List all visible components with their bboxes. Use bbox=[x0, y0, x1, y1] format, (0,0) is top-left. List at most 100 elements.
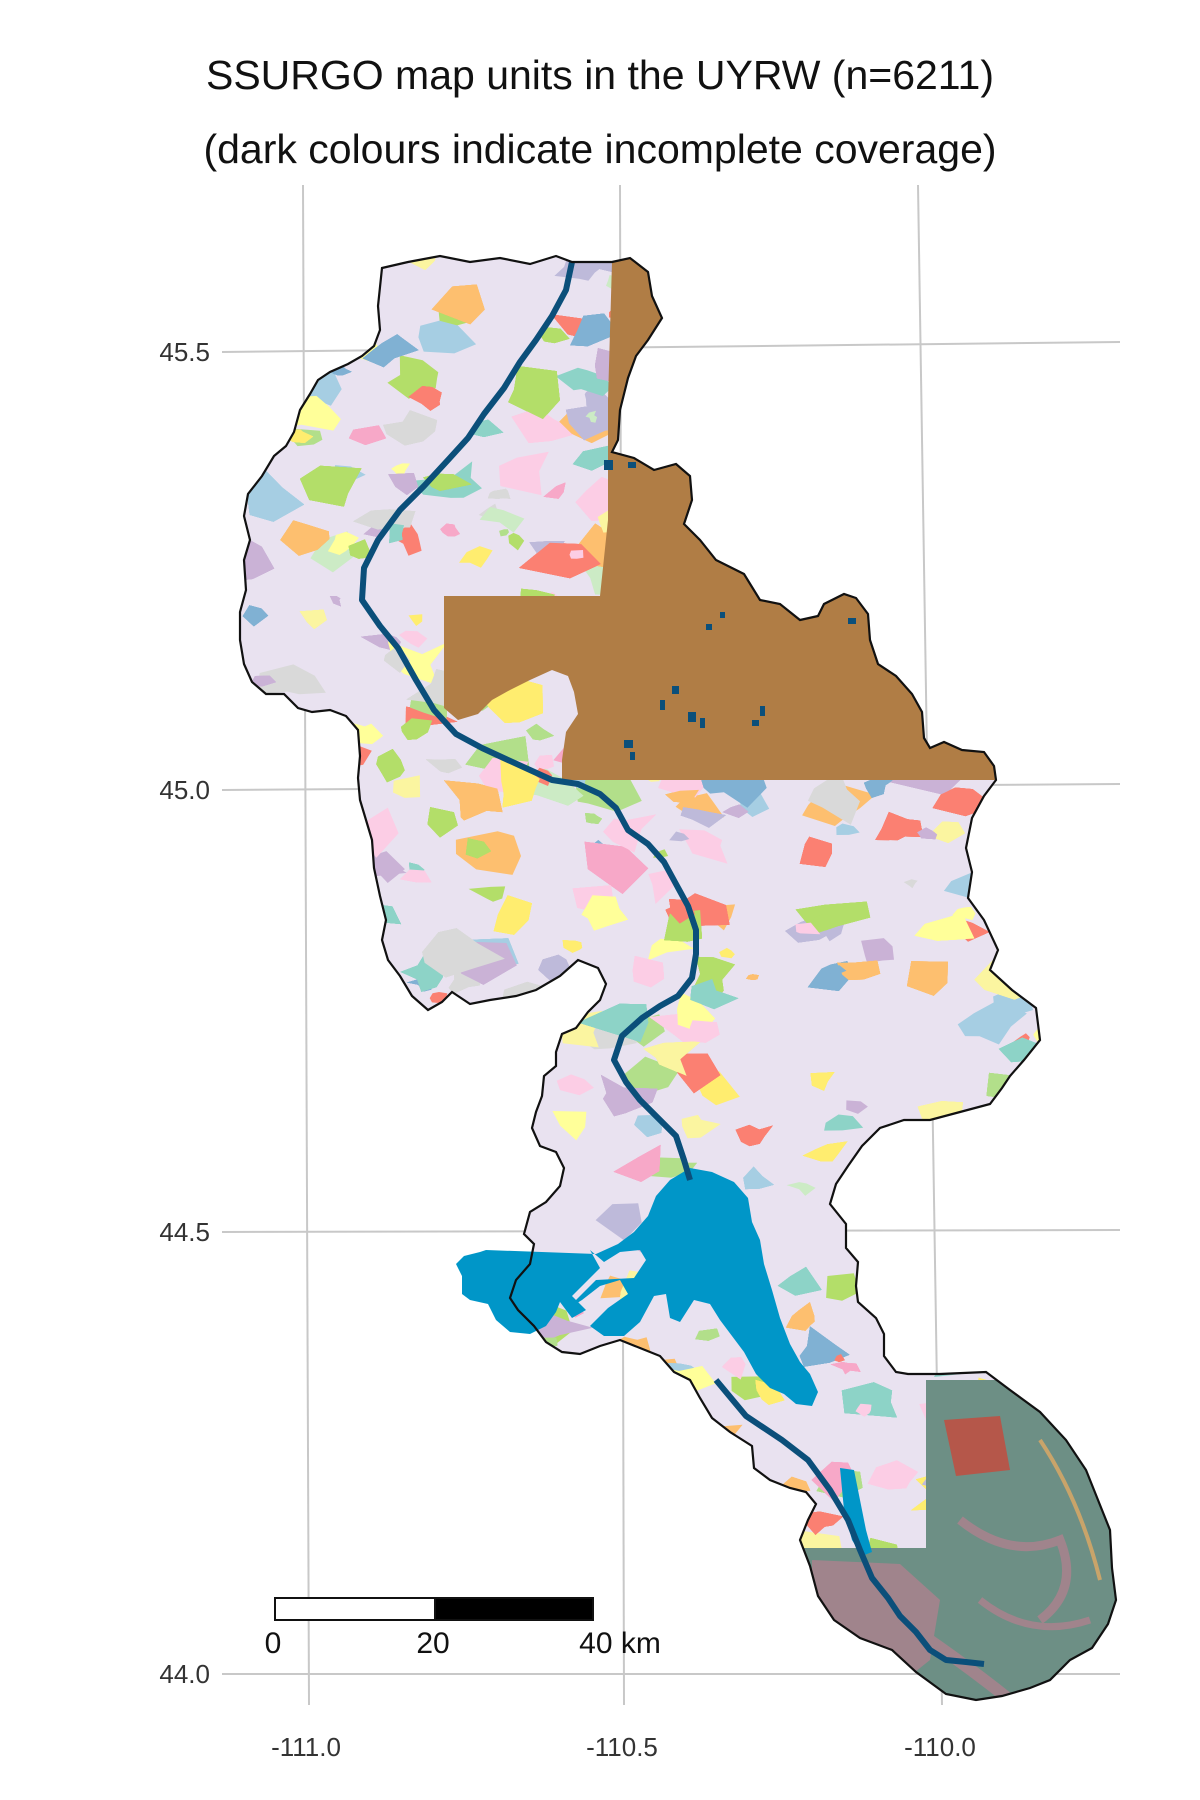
soil-map-unit bbox=[290, 1437, 341, 1472]
soil-map-unit bbox=[677, 1652, 705, 1682]
soil-map-unit bbox=[1041, 256, 1063, 267]
soil-map-unit bbox=[687, 1431, 734, 1466]
soil-map-unit bbox=[552, 1111, 587, 1141]
soil-map-unit bbox=[1070, 265, 1094, 280]
soil-map-unit bbox=[282, 1277, 348, 1327]
soil-map-unit bbox=[240, 374, 282, 399]
soil-map-unit bbox=[499, 1496, 549, 1539]
soil-map-unit bbox=[1005, 1125, 1022, 1138]
soil-map-unit bbox=[722, 1357, 746, 1380]
soil-map-unit bbox=[962, 1124, 983, 1143]
soil-map-unit bbox=[503, 1619, 572, 1656]
soil-map-unit bbox=[328, 1300, 386, 1336]
soil-map-unit bbox=[632, 956, 665, 988]
soil-map-unit bbox=[845, 363, 894, 393]
soil-map-unit bbox=[242, 1489, 265, 1507]
soil-map-unit bbox=[324, 256, 366, 271]
soil-map-unit bbox=[444, 1048, 518, 1075]
soil-map-unit bbox=[401, 718, 433, 740]
soil-map-unit bbox=[520, 1083, 530, 1090]
soil-map-unit bbox=[911, 348, 946, 373]
soil-map-unit bbox=[533, 1511, 585, 1541]
scale-label-40km: 40 km bbox=[579, 1627, 661, 1660]
soil-map-unit bbox=[809, 311, 872, 339]
soil-map-unit bbox=[680, 1605, 700, 1620]
soil-map-unit bbox=[797, 264, 816, 280]
y-tick-45-5: 45.5 bbox=[159, 337, 210, 367]
soil-map-unit bbox=[406, 1253, 458, 1281]
soil-map-unit bbox=[1061, 1264, 1081, 1274]
soil-map-unit bbox=[1019, 513, 1066, 541]
soil-map-unit bbox=[727, 270, 768, 305]
soil-map-unit bbox=[240, 343, 252, 371]
soil-map-unit bbox=[818, 553, 841, 571]
soil-map-unit bbox=[891, 1201, 916, 1221]
soil-map-unit bbox=[517, 1624, 572, 1673]
soil-map-unit bbox=[1025, 297, 1052, 311]
soil-map-unit bbox=[257, 1456, 286, 1480]
soil-map-unit bbox=[1094, 910, 1115, 928]
soil-map-unit bbox=[437, 1355, 459, 1363]
soil-map-unit bbox=[533, 1511, 585, 1541]
soil-map-unit bbox=[825, 256, 871, 278]
soil-map-unit bbox=[685, 306, 707, 322]
soil-map-unit bbox=[1103, 983, 1116, 1032]
soil-map-unit bbox=[572, 445, 614, 471]
soil-map-unit bbox=[451, 1656, 510, 1700]
soil-map-unit bbox=[313, 339, 349, 356]
soil-map-unit bbox=[1023, 863, 1071, 889]
soil-map-unit bbox=[324, 1250, 388, 1289]
soil-map-unit bbox=[802, 1141, 848, 1162]
soil-map-unit bbox=[934, 532, 992, 569]
soil-map-unit bbox=[492, 1424, 546, 1460]
soil-map-unit bbox=[369, 1063, 390, 1071]
soil-map-unit bbox=[417, 1223, 460, 1254]
soil-map-unit bbox=[1079, 527, 1116, 559]
soil-map-unit bbox=[311, 1182, 358, 1207]
soil-map-unit bbox=[492, 1424, 546, 1460]
soil-map-unit bbox=[1065, 404, 1085, 417]
soil-map-unit bbox=[1104, 991, 1116, 1006]
soil-map-unit bbox=[695, 1328, 720, 1341]
soil-map-unit bbox=[705, 303, 731, 324]
soil-map-unit bbox=[956, 424, 988, 440]
soil-map-unit bbox=[683, 1651, 728, 1692]
soil-map-unit bbox=[240, 1496, 250, 1525]
soil-map-unit bbox=[846, 1100, 868, 1114]
soil-map-unit bbox=[334, 735, 353, 753]
soil-map-unit bbox=[1041, 256, 1063, 267]
soil-map-unit bbox=[1067, 1090, 1095, 1104]
soil-map-unit bbox=[313, 339, 349, 356]
soil-map-unit bbox=[931, 1280, 984, 1310]
soil-map-unit bbox=[240, 343, 252, 371]
soil-map-unit bbox=[1025, 297, 1052, 311]
soil-map-unit bbox=[934, 532, 992, 569]
soil-map-unit bbox=[1019, 793, 1060, 810]
soil-map-unit bbox=[891, 1201, 916, 1221]
soil-map-unit bbox=[476, 999, 512, 1023]
soil-map-unit bbox=[280, 1110, 290, 1122]
soil-map-unit bbox=[376, 1484, 404, 1506]
soil-map-unit bbox=[499, 1554, 553, 1583]
soil-map-unit bbox=[1035, 1272, 1066, 1287]
soil-map-unit bbox=[950, 1144, 973, 1161]
soil-map-unit bbox=[765, 391, 805, 426]
soil-map-unit bbox=[327, 531, 359, 555]
soil-map-unit bbox=[240, 1329, 256, 1346]
soil-map-unit bbox=[778, 256, 822, 287]
soil-map-unit bbox=[502, 1204, 515, 1218]
soil-map-unit bbox=[925, 1216, 965, 1235]
soil-map-unit bbox=[956, 424, 988, 440]
soil-map-unit bbox=[846, 419, 879, 448]
soil-map-unit bbox=[319, 1531, 371, 1562]
soil-map-unit bbox=[1052, 1044, 1070, 1056]
soil-map-unit bbox=[309, 1517, 343, 1539]
soil-map-unit bbox=[240, 691, 264, 730]
soil-map-unit bbox=[1019, 513, 1066, 541]
soil-map-unit bbox=[1065, 1250, 1116, 1281]
soil-map-unit bbox=[708, 1607, 745, 1636]
soil-map-unit bbox=[499, 1496, 549, 1539]
soil-map-unit bbox=[718, 1659, 728, 1671]
soil-map-unit bbox=[980, 256, 993, 258]
soil-map-unit bbox=[444, 1048, 518, 1075]
